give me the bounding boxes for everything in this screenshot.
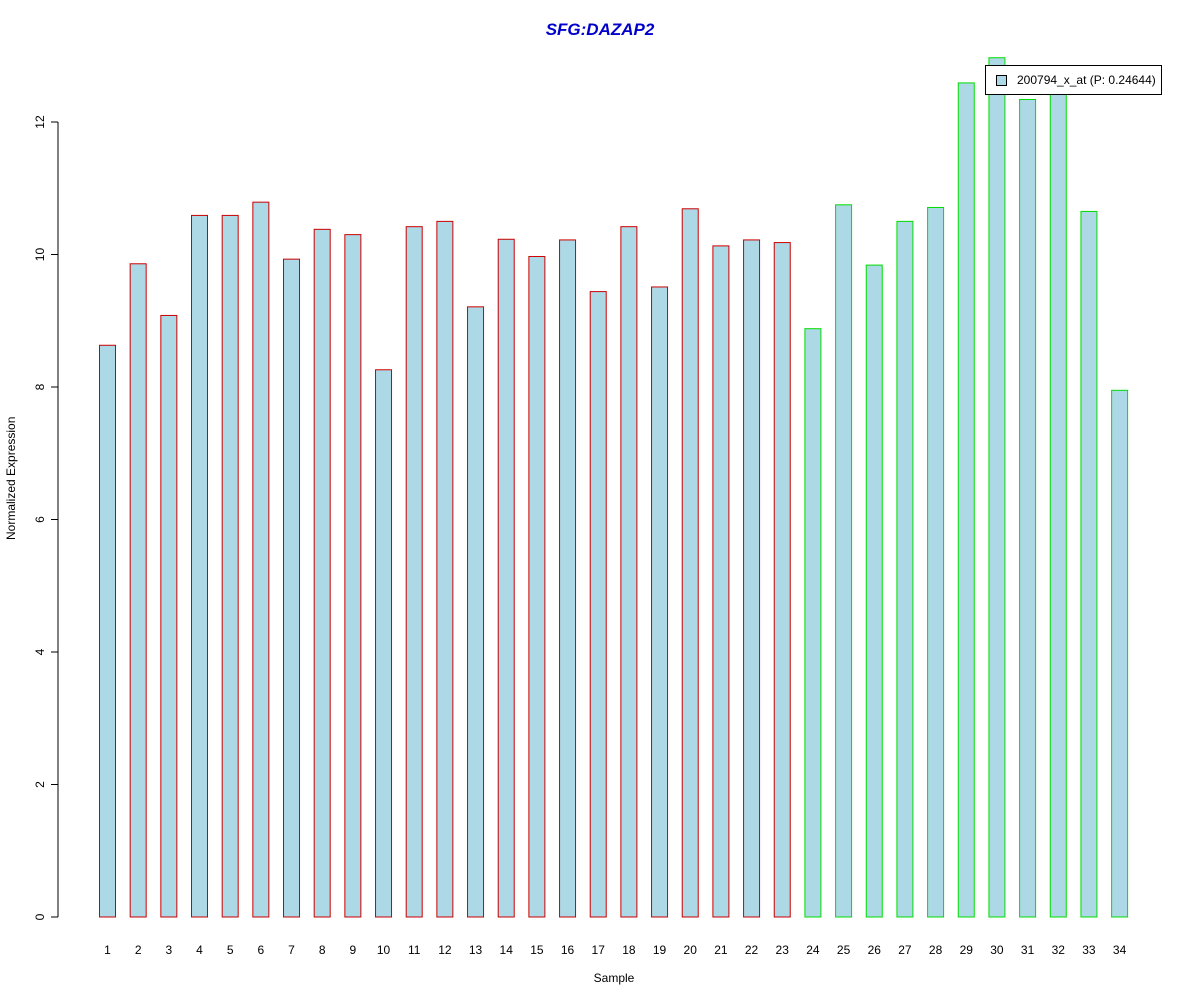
x-tick-label: 16 bbox=[561, 943, 575, 957]
bar bbox=[130, 264, 146, 917]
bar bbox=[989, 58, 1005, 917]
x-tick-label: 34 bbox=[1113, 943, 1127, 957]
bar bbox=[805, 329, 821, 917]
bar bbox=[529, 256, 545, 917]
bar bbox=[744, 240, 760, 917]
bar bbox=[437, 221, 453, 917]
x-tick-label: 10 bbox=[377, 943, 391, 957]
bar bbox=[652, 287, 668, 917]
x-tick-label: 11 bbox=[408, 943, 421, 957]
bar bbox=[958, 83, 974, 917]
bar bbox=[314, 229, 330, 917]
y-tick-label: 4 bbox=[33, 648, 47, 655]
x-tick-label: 6 bbox=[258, 943, 265, 957]
x-tick-label: 8 bbox=[319, 943, 326, 957]
y-tick-label: 10 bbox=[33, 248, 47, 262]
x-tick-label: 22 bbox=[745, 943, 759, 957]
bar bbox=[284, 259, 300, 917]
bar bbox=[100, 345, 116, 917]
x-tick-label: 25 bbox=[837, 943, 851, 957]
bar bbox=[1112, 390, 1128, 917]
x-tick-label: 12 bbox=[438, 943, 452, 957]
legend-swatch bbox=[996, 75, 1007, 86]
y-tick-label: 8 bbox=[33, 383, 47, 390]
y-tick-label: 0 bbox=[33, 913, 47, 920]
x-tick-label: 7 bbox=[288, 943, 295, 957]
x-tick-label: 5 bbox=[227, 943, 234, 957]
bar bbox=[590, 292, 606, 917]
x-tick-label: 4 bbox=[196, 943, 203, 957]
bar bbox=[774, 243, 790, 917]
x-tick-label: 30 bbox=[990, 943, 1004, 957]
bar bbox=[1050, 91, 1066, 917]
bar bbox=[222, 215, 238, 917]
y-tick-label: 12 bbox=[33, 115, 47, 129]
bar bbox=[1020, 99, 1036, 917]
bar bbox=[498, 239, 514, 917]
x-axis-label: Sample bbox=[0, 971, 1200, 985]
bar bbox=[345, 235, 361, 917]
x-tick-label: 9 bbox=[350, 943, 357, 957]
bar bbox=[161, 315, 177, 917]
bar bbox=[468, 307, 484, 917]
x-tick-label: 13 bbox=[469, 943, 483, 957]
bar bbox=[406, 227, 422, 917]
x-tick-label: 18 bbox=[622, 943, 636, 957]
legend: 200794_x_at (P: 0.24644) bbox=[985, 65, 1162, 95]
bar bbox=[192, 215, 208, 917]
legend-label: 200794_x_at (P: 0.24644) bbox=[1017, 73, 1156, 87]
bar bbox=[560, 240, 576, 917]
y-tick-label: 6 bbox=[33, 516, 47, 523]
x-tick-label: 29 bbox=[960, 943, 974, 957]
bar bbox=[713, 246, 729, 917]
x-tick-label: 26 bbox=[868, 943, 882, 957]
y-axis-label: Normalized Expression bbox=[4, 440, 18, 540]
x-tick-label: 31 bbox=[1021, 943, 1035, 957]
bar bbox=[897, 221, 913, 917]
x-tick-label: 17 bbox=[592, 943, 606, 957]
x-tick-label: 33 bbox=[1082, 943, 1096, 957]
x-tick-label: 24 bbox=[806, 943, 820, 957]
x-tick-label: 1 bbox=[104, 943, 111, 957]
bar bbox=[621, 227, 637, 917]
x-tick-label: 2 bbox=[135, 943, 142, 957]
x-tick-label: 3 bbox=[165, 943, 172, 957]
bar bbox=[253, 202, 269, 917]
x-tick-label: 27 bbox=[898, 943, 912, 957]
x-tick-label: 19 bbox=[653, 943, 667, 957]
x-tick-label: 21 bbox=[714, 943, 728, 957]
bar bbox=[928, 207, 944, 917]
x-tick-label: 23 bbox=[776, 943, 790, 957]
bar bbox=[866, 265, 882, 917]
y-tick-label: 2 bbox=[33, 781, 47, 788]
x-tick-label: 15 bbox=[530, 943, 544, 957]
bar bbox=[682, 209, 698, 917]
x-tick-label: 20 bbox=[684, 943, 698, 957]
x-tick-label: 14 bbox=[500, 943, 514, 957]
x-tick-label: 28 bbox=[929, 943, 943, 957]
x-tick-label: 32 bbox=[1052, 943, 1066, 957]
bar bbox=[376, 370, 392, 917]
bar bbox=[836, 205, 852, 917]
bar-chart: 0246810121 2 3 4 5 6 7 8 9 10 11 12 13 14 15 16 17 18 19 20… bbox=[0, 0, 1200, 1000]
bar bbox=[1081, 211, 1097, 917]
